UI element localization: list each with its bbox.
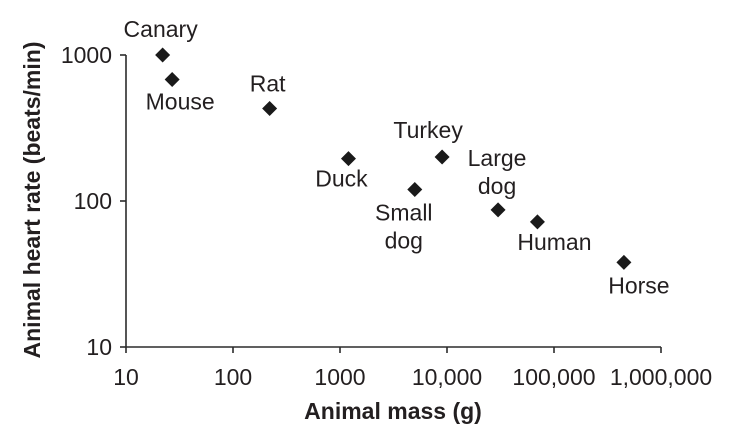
point-label-human: Human — [517, 229, 591, 255]
y-axis: 10 100 1000 — [61, 42, 127, 360]
x-axis: 10 100 1000 10,000 100,000 1,000,000 — [113, 346, 712, 390]
x-tick-label: 1,000,000 — [610, 364, 712, 390]
point-label-large-dog: Large dog — [468, 145, 527, 199]
data-point-turkey — [434, 149, 450, 165]
data-point-canary — [155, 47, 171, 63]
point-label-line: Large — [468, 145, 527, 171]
y-tick-label: 10 — [86, 334, 112, 360]
data-point-human — [529, 214, 545, 230]
point-label-line: Small — [375, 199, 433, 225]
point-label-line: Rat — [250, 71, 286, 97]
point-label-rat: Rat — [250, 71, 286, 97]
y-axis-title: Animal heart rate (beats/min) — [19, 42, 45, 359]
data-points — [155, 47, 632, 270]
point-label-line: Canary — [124, 16, 199, 42]
point-label-horse: Horse — [608, 272, 669, 298]
x-tick-label: 1000 — [314, 364, 365, 390]
point-label-line: Human — [517, 229, 591, 255]
data-point-large-dog — [490, 202, 506, 218]
x-tick-label: 100 — [214, 364, 252, 390]
point-label-mouse: Mouse — [146, 88, 215, 114]
point-label-duck: Duck — [315, 166, 368, 192]
x-tick-label: 10,000 — [412, 364, 482, 390]
point-label-line: Mouse — [146, 88, 215, 114]
point-label-small-dog: Small dog — [375, 199, 433, 253]
point-label-turkey: Turkey — [393, 117, 463, 143]
y-tick-label: 100 — [74, 188, 112, 214]
point-label-line: Horse — [608, 272, 669, 298]
data-point-duck — [340, 151, 356, 167]
data-point-rat — [262, 101, 278, 117]
x-tick-label: 10 — [113, 364, 139, 390]
point-label-canary: Canary — [124, 16, 199, 42]
point-label-line: dog — [385, 227, 423, 253]
point-label-line: dog — [478, 173, 516, 199]
data-point-small-dog — [407, 181, 423, 197]
data-point-mouse — [164, 71, 180, 87]
x-axis-title: Animal mass (g) — [304, 398, 482, 424]
x-tick-label: 100,000 — [512, 364, 595, 390]
data-point-horse — [616, 254, 632, 270]
point-label-line: Turkey — [393, 117, 463, 143]
point-label-line: Duck — [315, 166, 368, 192]
y-tick-label: 1000 — [61, 42, 112, 68]
